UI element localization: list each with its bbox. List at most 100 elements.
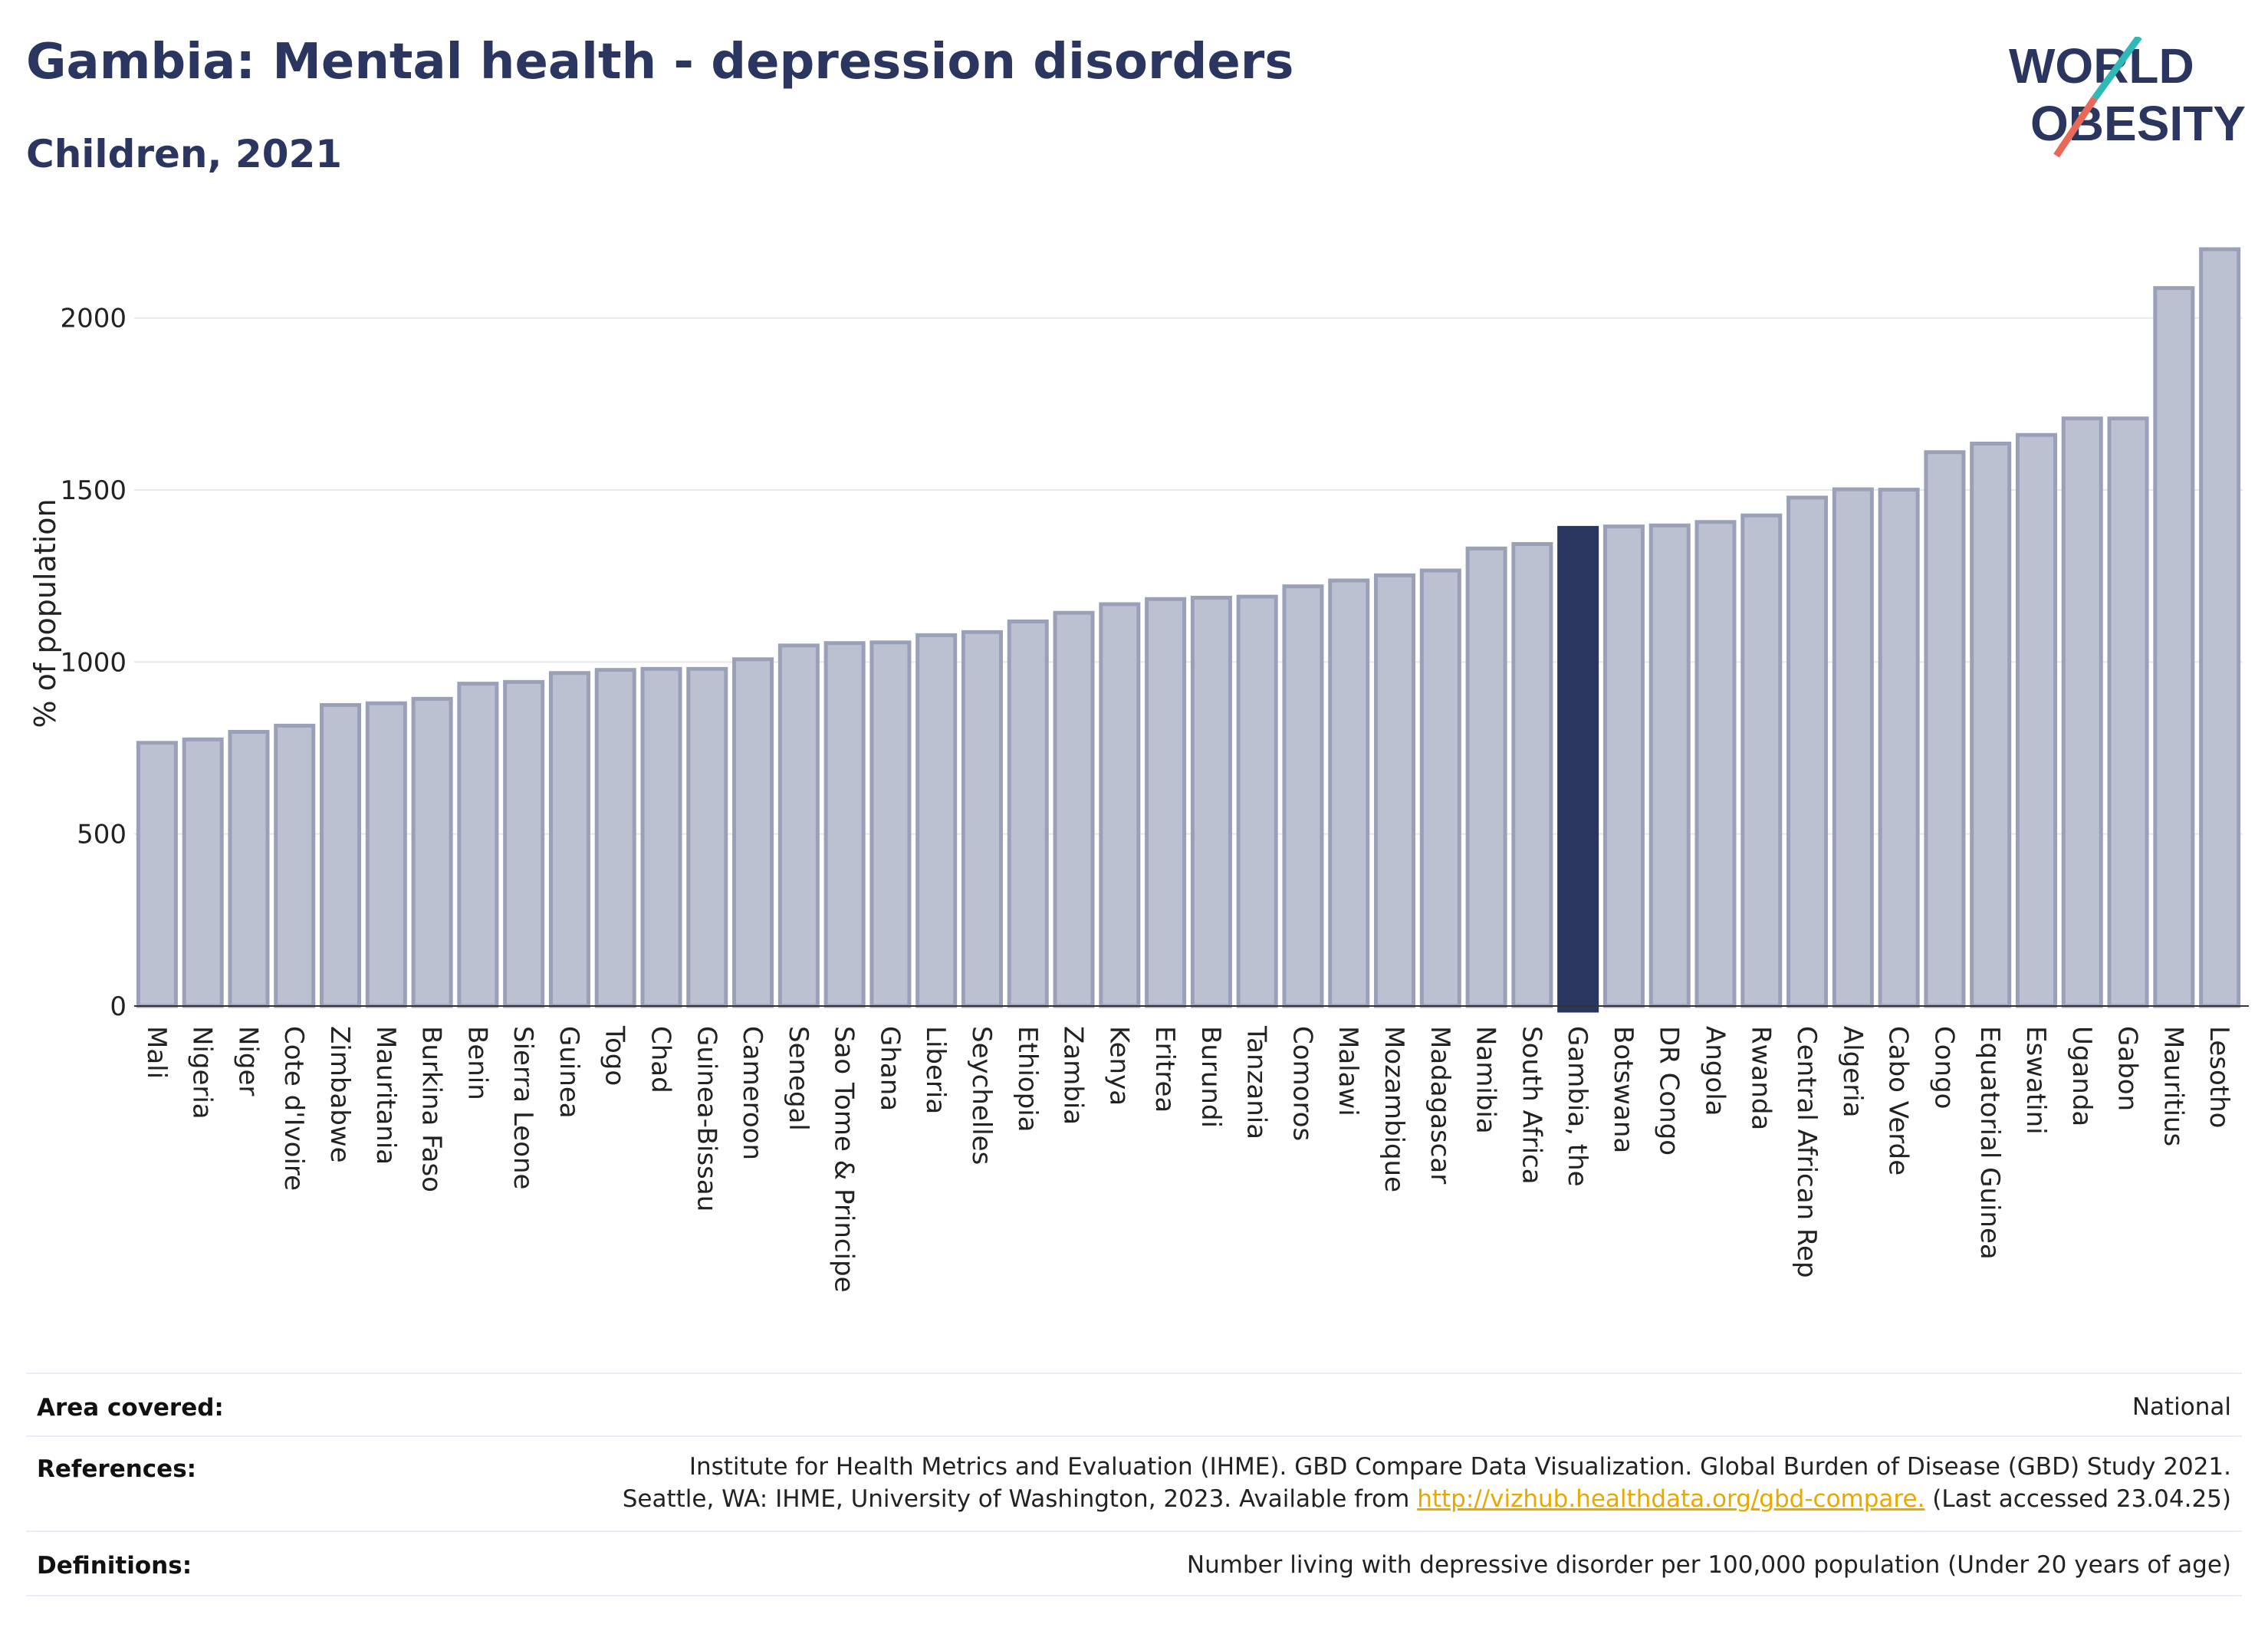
x-tick-label: Senegal [783, 1026, 814, 1131]
x-tick-label: Eswatini [2020, 1026, 2051, 1135]
x-tick-label: Burkina Faso [416, 1026, 447, 1192]
bar [2199, 247, 2241, 1008]
logo-slash-top [2092, 37, 2142, 100]
x-tick-label: Liberia [920, 1026, 951, 1114]
x-tick-label: Botswana [1608, 1026, 1639, 1153]
x-tick-label: Niger [232, 1026, 263, 1096]
bar [686, 666, 728, 1008]
bar [2061, 416, 2103, 1008]
bar [1053, 610, 1095, 1008]
x-tick-label: Sierra Leone [508, 1026, 538, 1189]
bar [2153, 286, 2195, 1008]
bar [320, 702, 362, 1008]
x-tick-label: Lesotho [2204, 1026, 2234, 1128]
x-tick-label: Tanzania [1241, 1025, 1272, 1139]
x-tick-label: Guinea [554, 1026, 584, 1119]
x-tick-label: Mali [141, 1026, 172, 1079]
bar [274, 723, 316, 1008]
area-label: Area covered: [37, 1394, 224, 1422]
references-line2-suffix: (Last accessed 23.04.25) [1925, 1485, 2231, 1513]
x-axis-ticks: Mali Nigeria Niger Cote d'Ivoire Zimbabwe Mau… [141, 1025, 2234, 1293]
bar [1190, 595, 1232, 1008]
bar [1924, 450, 1966, 1008]
bar [1694, 520, 1737, 1008]
bar [1236, 594, 1278, 1008]
bar [1878, 488, 1920, 1008]
bar [1465, 546, 1507, 1008]
info-row-area: Area covered: National [26, 1373, 2242, 1437]
y-tick-label: 0 [110, 991, 127, 1022]
x-tick-label: Benin [462, 1026, 492, 1100]
bar [1282, 584, 1324, 1008]
bar [1786, 495, 1829, 1008]
x-tick-label: Kenya [1103, 1026, 1134, 1106]
references-value: Institute for Health Metrics and Evaluat… [623, 1451, 2231, 1515]
world-obesity-logo: WORLD OBESITY [2009, 37, 2246, 158]
bar [503, 679, 545, 1008]
bar [1648, 523, 1691, 1008]
bar [1511, 541, 1553, 1008]
references-line2-prefix: Seattle, WA: IHME, University of Washing… [622, 1485, 1418, 1513]
x-tick-label: Gambia, the [1562, 1026, 1593, 1187]
bar [548, 671, 590, 1008]
bar [457, 682, 499, 1008]
definitions-value: Number living with depressive disorder p… [1186, 1551, 2231, 1579]
logo-slash-bottom [2053, 96, 2098, 158]
x-tick-label: Congo [1928, 1026, 1959, 1109]
x-tick-label: Nigeria [187, 1026, 218, 1119]
bar [823, 641, 866, 1008]
x-tick-label: Malawi [1333, 1026, 1363, 1116]
bar [869, 640, 912, 1008]
x-tick-label: Mauritania [370, 1026, 401, 1165]
x-tick-label: Guinea-Bissau [691, 1026, 721, 1212]
references-label: References: [37, 1455, 197, 1483]
bar [182, 737, 224, 1008]
bar [1007, 619, 1049, 1008]
x-tick-label: Seychelles [966, 1026, 997, 1165]
references-line2: Seattle, WA: IHME, University of Washing… [623, 1483, 2231, 1515]
x-tick-label: Gabon [2112, 1026, 2143, 1111]
x-tick-label: South Africa [1516, 1026, 1547, 1185]
bar [1145, 597, 1187, 1008]
bar [1602, 524, 1645, 1008]
bar [640, 666, 682, 1008]
x-tick-label: Zambia [1058, 1026, 1089, 1125]
x-tick-label: Burundi [1195, 1026, 1226, 1128]
x-tick-label: Ghana [874, 1026, 905, 1111]
bars [136, 247, 2241, 1013]
x-tick-label: Sao Tome & Principe [829, 1026, 860, 1293]
bar [2015, 432, 2057, 1008]
x-tick-label: Equatorial Guinea [1974, 1026, 2005, 1260]
definitions-label: Definitions: [37, 1552, 192, 1580]
references-link[interactable]: http://vizhub.healthdata.org/gbd-compare… [1417, 1485, 1925, 1513]
x-tick-label: Madagascar [1425, 1026, 1455, 1184]
x-tick-label: Angola [1700, 1026, 1731, 1116]
y-tick-label: 500 [77, 820, 127, 850]
bar [1328, 578, 1370, 1008]
x-tick-label: Cabo Verde [1883, 1026, 1914, 1175]
x-tick-label: Ethiopia [1012, 1026, 1043, 1132]
bar [777, 643, 820, 1008]
bar [594, 668, 636, 1008]
y-axis-label: % of population [28, 498, 62, 728]
y-tick-label: 1500 [60, 475, 127, 506]
bar [228, 729, 270, 1008]
x-tick-label: DR Congo [1654, 1026, 1685, 1156]
bar [1740, 513, 1783, 1008]
info-row-references: References: Institute for Health Metrics… [26, 1435, 2242, 1532]
y-tick-label: 2000 [60, 304, 127, 334]
x-tick-label: Eritrea [1149, 1026, 1180, 1113]
x-tick-label: Mozambique [1379, 1026, 1409, 1192]
x-tick-label: Zimbabwe [324, 1026, 355, 1163]
x-tick-label: Mauritius [2158, 1026, 2188, 1146]
bar [1557, 525, 1599, 1013]
y-tick-label: 1000 [60, 647, 127, 678]
chart-subtitle: Children, 2021 [26, 132, 343, 176]
bar [2107, 416, 2149, 1008]
bar [1970, 441, 2012, 1008]
y-axis-ticks: 0 500 1000 1500 2000 [60, 304, 127, 1022]
info-row-definitions: Definitions: Number living with depressi… [26, 1530, 2242, 1596]
area-value: National [2132, 1393, 2231, 1421]
bar [915, 633, 958, 1008]
references-line1: Institute for Health Metrics and Evaluat… [689, 1453, 2231, 1481]
